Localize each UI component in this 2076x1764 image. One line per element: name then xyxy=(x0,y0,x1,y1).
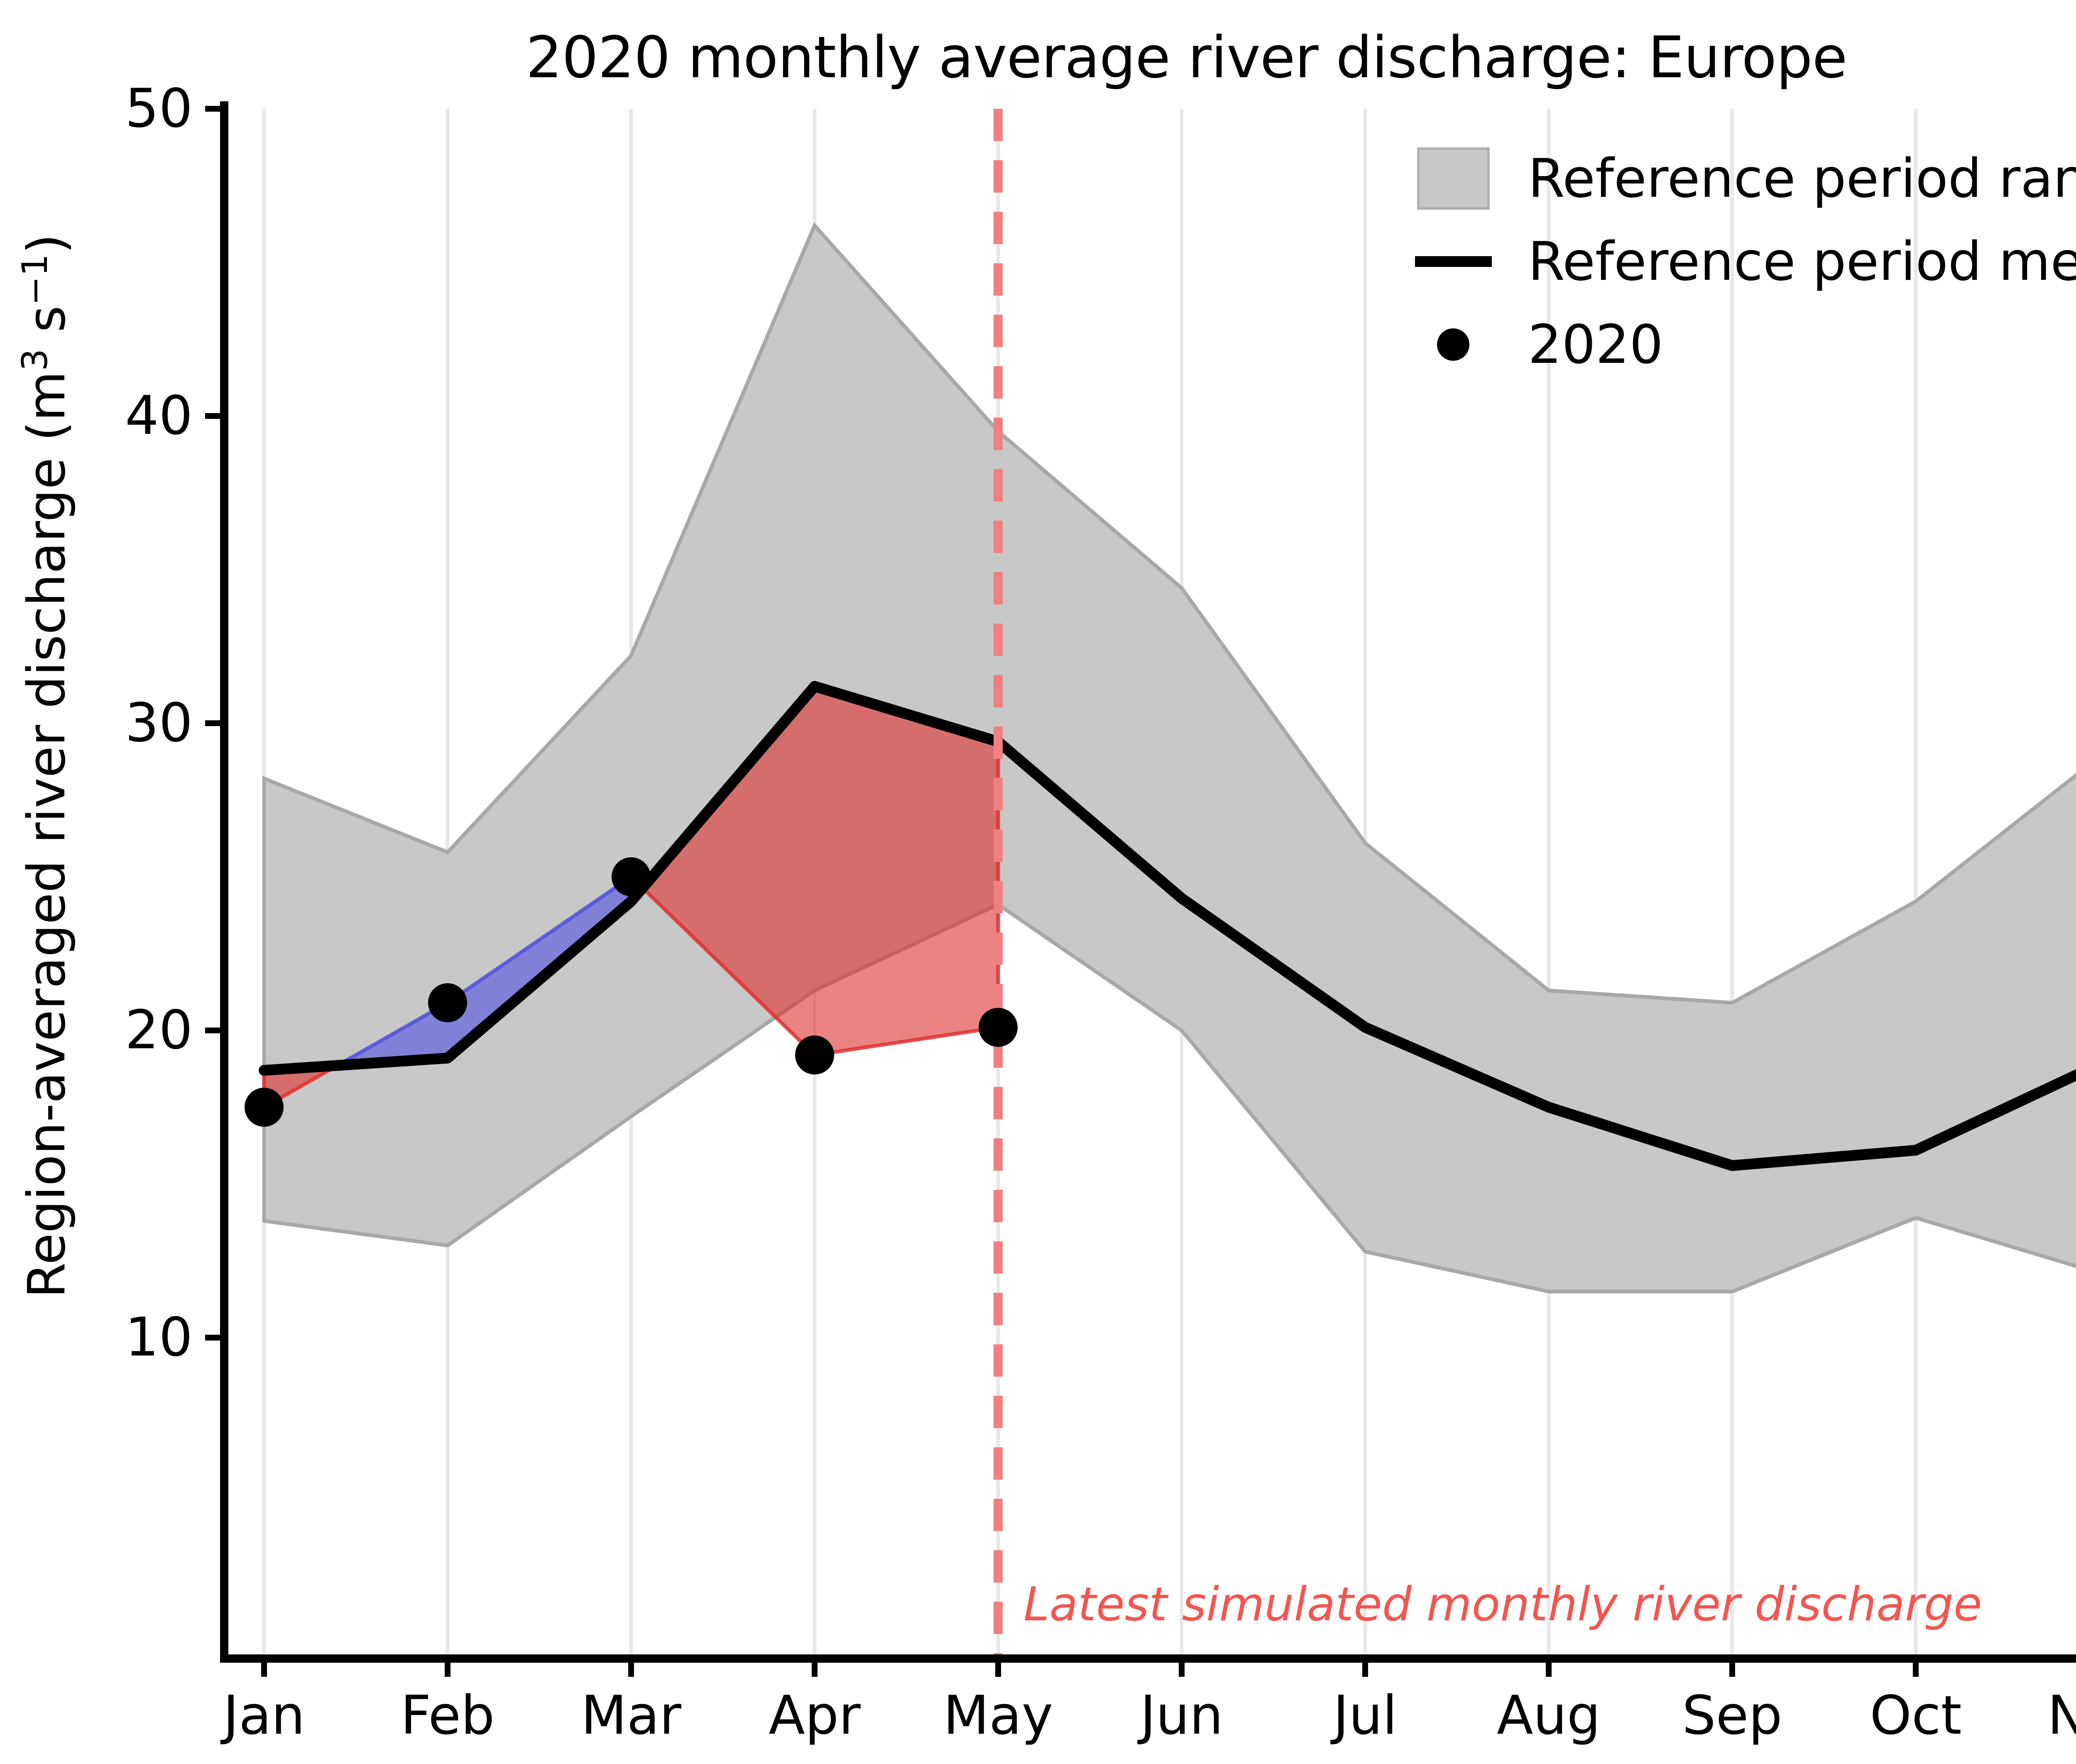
latest-simulated-annotation: Latest simulated monthly river discharge xyxy=(1023,1578,1982,1632)
legend-item-range: Reference period range xyxy=(1399,137,2076,220)
chart-legend: Reference period range Reference period … xyxy=(1399,137,2076,386)
x-tick-label-mar: Mar xyxy=(581,1685,681,1747)
marker-2020-apr xyxy=(795,1035,834,1075)
y-tick-label-10: 10 xyxy=(125,1306,193,1368)
x-tick-label-oct: Oct xyxy=(1870,1685,1962,1747)
x-tick-label-may: May xyxy=(943,1685,1053,1747)
legend-label-median: Reference period median xyxy=(1528,230,2076,293)
marker-2020-mar xyxy=(612,857,651,896)
reference-period-median-line xyxy=(259,681,2076,1171)
x-tick-label-apr: Apr xyxy=(769,1685,861,1747)
y-tick-label-50: 50 xyxy=(125,78,193,139)
range-swatch-icon xyxy=(1399,147,1507,210)
x-tick-label-sep: Sep xyxy=(1682,1685,1782,1747)
median-line-icon xyxy=(1399,256,1507,267)
legend-item-median: Reference period median xyxy=(1399,220,2076,303)
marker-2020-feb xyxy=(428,983,467,1023)
legend-label-range: Reference period range xyxy=(1528,147,2076,210)
dot-marker-icon xyxy=(1399,328,1507,361)
axes-spines xyxy=(220,101,2076,1663)
x-tick-label-jul: Jul xyxy=(1333,1685,1398,1747)
x-tick-label-nov: Nov xyxy=(2047,1685,2076,1747)
y-tick-label-30: 30 xyxy=(125,692,193,754)
2020-markers xyxy=(245,857,1018,1127)
median-polyline xyxy=(259,681,2076,1171)
x-tick-label-jun: Jun xyxy=(1140,1685,1223,1747)
legend-item-2020: 2020 xyxy=(1399,303,2076,386)
y-tick-label-40: 40 xyxy=(125,385,193,447)
marker-2020-jan xyxy=(245,1088,284,1127)
x-tick-label-feb: Feb xyxy=(400,1685,495,1747)
x-tick-label-aug: Aug xyxy=(1497,1685,1601,1747)
y-tick-label-20: 20 xyxy=(125,999,193,1061)
page-title: 2020 monthly average river discharge: Eu… xyxy=(526,24,1847,91)
legend-label-2020: 2020 xyxy=(1528,313,1663,376)
marker-2020-may xyxy=(979,1008,1018,1047)
axis-ticks xyxy=(205,106,1919,1677)
x-tick-label-jan: Jan xyxy=(223,1685,305,1747)
